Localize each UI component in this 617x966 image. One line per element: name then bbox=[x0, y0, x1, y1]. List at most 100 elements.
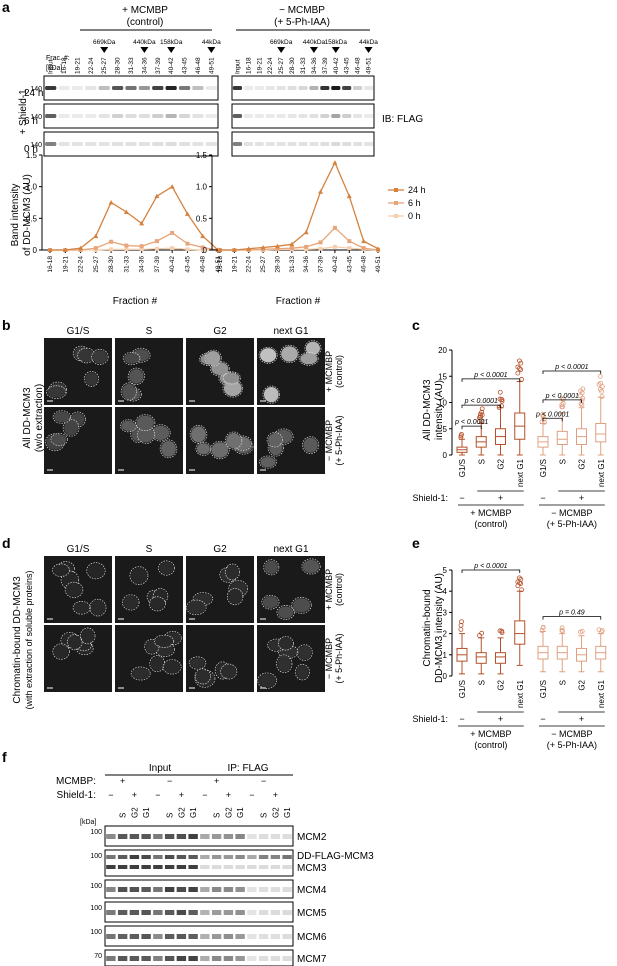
blot-band bbox=[141, 887, 151, 892]
mw-marker-label: 440kDa bbox=[303, 39, 326, 46]
category-label: G2 bbox=[497, 458, 506, 469]
frac-label: Frac. #: bbox=[46, 55, 70, 62]
blot-band bbox=[309, 142, 319, 146]
outlier bbox=[597, 373, 603, 379]
category-label: next G1 bbox=[516, 458, 525, 487]
significance-bracket bbox=[461, 425, 482, 430]
y-tick-label: 1 bbox=[443, 651, 448, 660]
nucleus-outline bbox=[52, 643, 70, 660]
x-tick-label: 25-27 bbox=[93, 256, 100, 273]
series-line bbox=[50, 232, 219, 251]
blot-band bbox=[117, 865, 128, 869]
panel-label-f: f bbox=[2, 749, 7, 765]
phase-lane-label: S bbox=[260, 813, 269, 818]
x-tick-label: 40-42 bbox=[169, 256, 176, 273]
blot-band bbox=[247, 865, 257, 869]
data-point bbox=[332, 225, 337, 230]
blot-band bbox=[141, 934, 151, 939]
data-point bbox=[170, 246, 175, 251]
blot-band bbox=[85, 86, 97, 90]
mcmbp-sign: + bbox=[120, 776, 125, 786]
data-point bbox=[375, 246, 381, 251]
blot-band bbox=[138, 114, 151, 118]
y-tick-label: 0.5 bbox=[196, 214, 208, 223]
nucleus-outline bbox=[163, 631, 182, 646]
data-point bbox=[332, 160, 338, 165]
blot-band bbox=[282, 934, 292, 939]
blot-band bbox=[309, 86, 319, 90]
y-tick-label: 0 bbox=[443, 451, 448, 460]
panel-e: Chromatin-bound DD-MCM3 intensity (AU) 0… bbox=[412, 563, 607, 750]
nucleus bbox=[223, 380, 242, 397]
data-point bbox=[124, 247, 129, 252]
blot-band bbox=[117, 887, 128, 892]
blot-band bbox=[45, 142, 57, 146]
blot-band bbox=[178, 142, 191, 146]
blot-band bbox=[188, 834, 198, 839]
blot-band bbox=[282, 956, 292, 961]
p-value: p < 0.0001 bbox=[535, 411, 569, 418]
blot-band bbox=[254, 86, 264, 90]
blot-band bbox=[164, 855, 175, 859]
blot-band bbox=[309, 114, 319, 118]
box bbox=[514, 620, 526, 645]
lane-label: 28-30 bbox=[289, 57, 296, 74]
blot-band bbox=[176, 834, 187, 839]
nucleus bbox=[156, 643, 174, 656]
band-kda: 140 bbox=[30, 114, 42, 121]
p-value: p < 0.0001 bbox=[464, 398, 498, 405]
nucleus-outline bbox=[46, 385, 67, 399]
nucleus-outline bbox=[259, 455, 277, 469]
blot-band bbox=[211, 956, 222, 961]
blot-band bbox=[200, 934, 210, 939]
blot-band bbox=[282, 910, 292, 915]
mw-marker-label: 158kDa bbox=[325, 39, 348, 46]
x-tick-label: 43-45 bbox=[346, 256, 353, 273]
mw-marker-arrow bbox=[277, 47, 286, 53]
outlier bbox=[518, 576, 524, 582]
blot-band bbox=[235, 855, 245, 859]
outlier bbox=[597, 386, 603, 392]
phase-label: G1/S bbox=[67, 326, 90, 337]
nucleus-outline bbox=[267, 439, 284, 457]
outlier bbox=[478, 414, 483, 420]
data-point bbox=[170, 230, 175, 235]
nucleus bbox=[81, 628, 95, 643]
blot-band bbox=[235, 834, 245, 839]
blot-band bbox=[211, 887, 222, 892]
outlier bbox=[559, 404, 565, 410]
outlier bbox=[540, 411, 546, 417]
mw-marker-arrow bbox=[331, 47, 340, 53]
data-point bbox=[361, 246, 366, 251]
blot-band bbox=[258, 956, 269, 961]
lane-label: 19-21 bbox=[256, 57, 263, 74]
nucleus-outline bbox=[291, 596, 312, 614]
nucleus bbox=[263, 386, 279, 403]
lane-label: 31-33 bbox=[300, 57, 307, 74]
blot-band bbox=[164, 865, 175, 869]
blot-band bbox=[58, 114, 70, 118]
x-tick-label: 49-51 bbox=[215, 256, 222, 273]
nucleus-outline bbox=[301, 558, 321, 575]
nucleus bbox=[54, 411, 70, 423]
blot-band bbox=[247, 855, 257, 859]
data-point bbox=[154, 246, 159, 251]
x-tick-label: 34-36 bbox=[303, 256, 310, 273]
phase-lane-label: G1 bbox=[189, 807, 198, 818]
a-xlabel-left: Fraction # bbox=[113, 296, 158, 307]
blot-band bbox=[235, 865, 245, 869]
p-value: p = 0.49 bbox=[558, 610, 585, 617]
phase-lane-label: S bbox=[119, 813, 128, 818]
lane-label: 22-24 bbox=[88, 57, 95, 74]
category-label: next G1 bbox=[597, 458, 606, 487]
blot-band bbox=[282, 887, 292, 892]
blot-band bbox=[85, 142, 97, 146]
row-label: (control) bbox=[334, 573, 344, 606]
nucleus bbox=[151, 425, 170, 441]
blot-band bbox=[200, 956, 210, 961]
c-ylabel1: All DD-MCM3 bbox=[422, 379, 433, 441]
f-shield-label: Shield-1: bbox=[57, 790, 96, 801]
legend-label: 24 h bbox=[408, 185, 426, 195]
nucleus bbox=[277, 606, 294, 619]
phase-label: next G1 bbox=[273, 326, 308, 337]
